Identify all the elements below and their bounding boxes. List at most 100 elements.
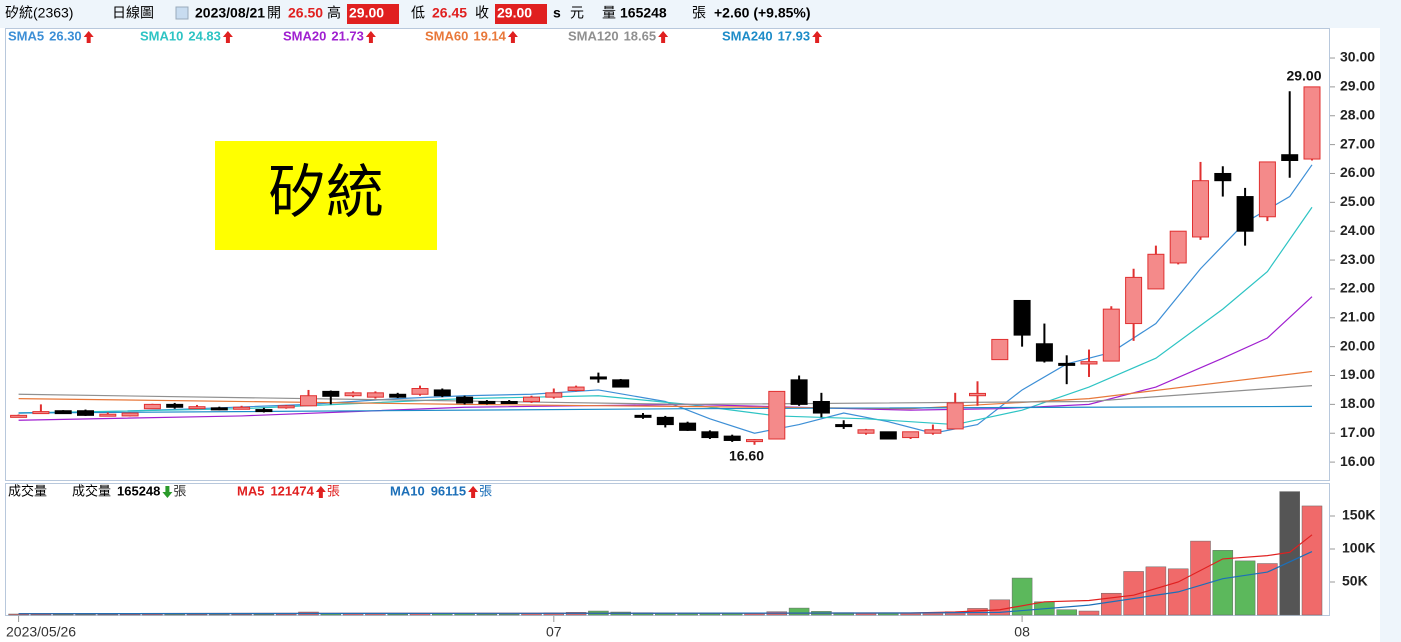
candle-body (433, 389, 451, 397)
y-tick-label: 100K (1342, 540, 1375, 556)
volume-bar (1123, 571, 1144, 616)
volume-bar (1056, 609, 1077, 616)
candle-body (701, 431, 719, 439)
candle-body (121, 412, 139, 417)
legend-value: 18.65 (624, 28, 657, 43)
volume-bar (8, 613, 29, 616)
trend-arrow (507, 31, 518, 43)
candle-body (523, 396, 540, 402)
volume-bar (1145, 566, 1167, 616)
candle-body (902, 431, 920, 439)
volume-bar (387, 613, 408, 616)
legend-unit: 張 (327, 483, 340, 498)
high-box (347, 4, 399, 24)
y-tick-label: 30.00 (1340, 49, 1375, 65)
candle-body (1147, 253, 1165, 290)
trend-arrow (658, 31, 669, 43)
open-label: 開 (267, 5, 281, 21)
close: 29.00 (497, 5, 532, 21)
legend-value: 96115 (431, 483, 466, 498)
volume-bar (119, 614, 141, 616)
candle-body (500, 400, 518, 404)
x-tick-label: 07 (546, 624, 562, 640)
x-tick-label: 08 (1014, 624, 1030, 640)
volume-bar (476, 613, 498, 616)
legend-name: SMA20 (283, 28, 326, 43)
candle-body (1303, 86, 1321, 160)
candle-body (1281, 154, 1299, 161)
y-tick-label: 24.00 (1340, 222, 1375, 238)
y-tick-label: 17.00 (1340, 424, 1375, 440)
volume-bar (1190, 540, 1211, 616)
trend-arrow (222, 31, 233, 43)
y-tick-label: 29.00 (1340, 78, 1375, 94)
x-tick-label: 2023/05/26 (6, 624, 76, 640)
candle-body (1236, 196, 1254, 232)
y-tick-label: 21.00 (1340, 308, 1375, 324)
candle-body (344, 392, 362, 397)
watermark-box (215, 141, 437, 250)
candle-body (322, 390, 340, 397)
candle-body (768, 390, 786, 440)
header-bar (0, 0, 1401, 28)
legend-name: MA5 (237, 483, 264, 498)
ma-line (18, 206, 1313, 426)
volume-bar (75, 614, 96, 616)
candle-body (99, 413, 117, 417)
candle-body (277, 405, 295, 409)
volume-bar (52, 614, 74, 616)
y-tick-label: 23.00 (1340, 251, 1375, 267)
right-margin (1380, 0, 1401, 642)
y-tick-label: 150K (1342, 507, 1375, 523)
candle-body (723, 435, 741, 441)
annotation: 29.00 (1286, 68, 1321, 84)
candle-body (210, 407, 228, 411)
candle-body (54, 410, 72, 415)
legend-unit: 張 (173, 483, 186, 498)
candle-body (1192, 180, 1209, 238)
low: 26.45 (432, 5, 467, 21)
legend-value: 26.30 (49, 28, 82, 43)
candle-body (969, 392, 986, 397)
volume-bar (30, 613, 52, 616)
volume-bar (253, 614, 275, 616)
legend-value: 24.83 (188, 28, 221, 43)
legend-value: 17.93 (778, 28, 811, 43)
candle-body (656, 416, 674, 426)
legend-name: SMA5 (8, 28, 44, 43)
candle-body (679, 422, 697, 431)
y-tick-label: 16.00 (1340, 453, 1375, 469)
ma-line (18, 551, 1313, 615)
y-tick-label: 20.00 (1340, 337, 1375, 353)
panel-title: 成交量 (8, 483, 47, 498)
legend-name: SMA240 (722, 28, 773, 43)
candle-body (1169, 230, 1187, 264)
candle-body (790, 379, 808, 405)
annotation: 16.60 (729, 447, 764, 463)
candle-body (634, 414, 652, 418)
candle-body (812, 400, 830, 414)
legend-value: 21.73 (331, 28, 364, 43)
high-label: 高 (327, 5, 341, 21)
candle-body (1125, 276, 1143, 325)
legend-name: SMA10 (140, 28, 183, 43)
open: 26.50 (288, 5, 323, 21)
candle-body (366, 392, 384, 398)
y-tick-label: 19.00 (1340, 366, 1375, 382)
candle-body (389, 393, 407, 398)
volume: 165248 (620, 5, 667, 21)
volume-unit: 張 (692, 5, 706, 21)
candle-body (991, 338, 1009, 361)
candle-body (77, 410, 94, 416)
y-tick-label: 50K (1342, 573, 1368, 589)
candle-body (478, 400, 496, 404)
date: 2023/08/21 (195, 5, 265, 21)
candle-body (879, 431, 897, 440)
unit-s: s (553, 5, 561, 21)
candle-body (746, 439, 763, 443)
checkbox[interactable] (175, 6, 189, 20)
high: 29.00 (349, 5, 384, 21)
candle-body (233, 406, 251, 410)
